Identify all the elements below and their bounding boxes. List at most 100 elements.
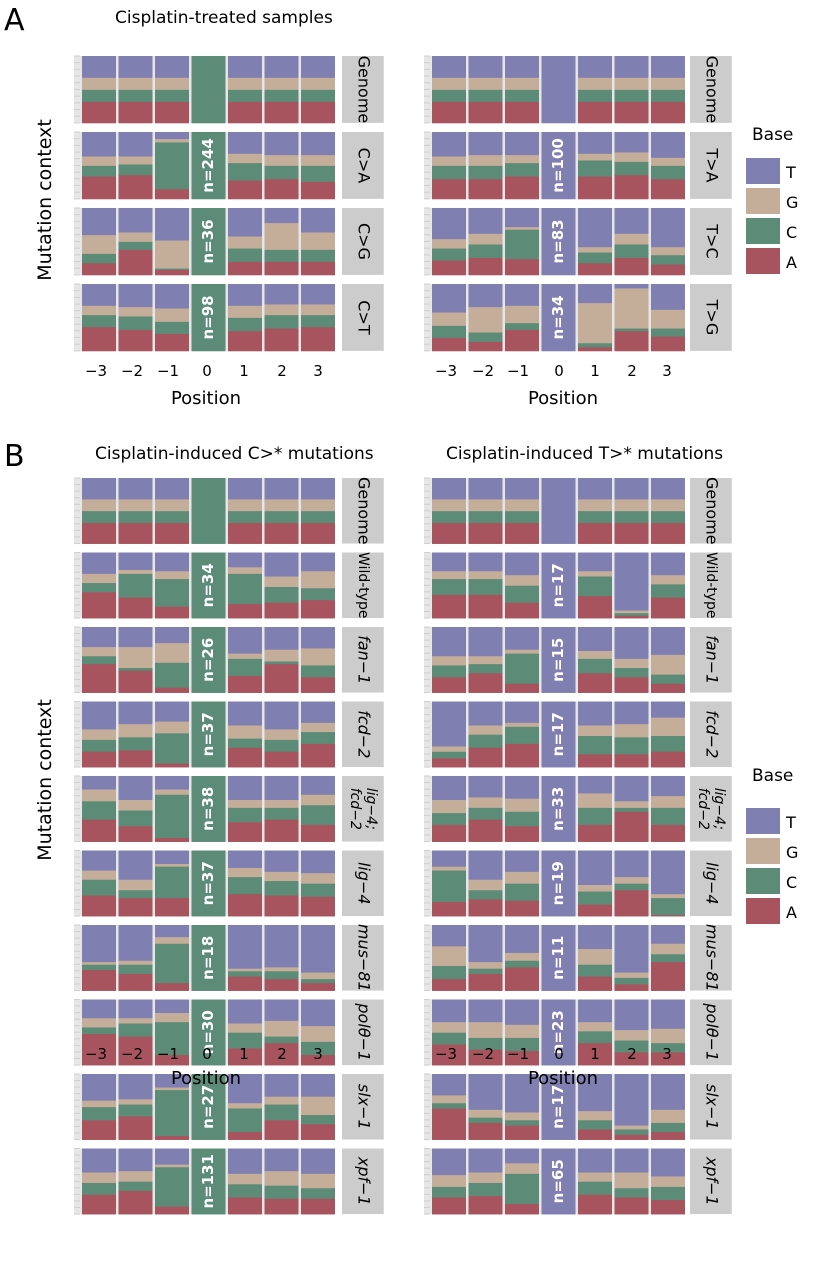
bar-segment-t <box>578 56 612 78</box>
bar-segment-t <box>432 208 466 240</box>
bar-segment-g <box>155 498 189 512</box>
bar-segment-g <box>651 309 685 329</box>
bar-segment-a <box>432 178 466 200</box>
bar-segment-t <box>614 284 649 289</box>
facet-count-label: n=34 <box>549 295 567 339</box>
legend-b-label-g: G <box>786 843 798 862</box>
bar-segment-c <box>651 1186 685 1201</box>
bar-segment-a <box>468 1195 503 1215</box>
bar-segment-c <box>468 1117 503 1123</box>
bar-segment-c <box>155 268 189 270</box>
bar-segment-g <box>432 156 466 166</box>
bar-segment-t <box>614 776 649 802</box>
bar-segment-t <box>432 1074 466 1096</box>
bar-segment-g <box>468 233 503 245</box>
bar-segment-a <box>578 262 612 276</box>
bar-segment-t <box>541 56 576 124</box>
bar-segment-c <box>191 1074 226 1140</box>
bar-segment-g <box>82 1100 116 1108</box>
bar-segment-g <box>578 302 612 344</box>
bar-segment-c <box>578 658 612 674</box>
bar-segment-a <box>228 1131 262 1140</box>
bar-segment-t <box>228 1074 262 1104</box>
x-tick-label: −3 <box>85 362 107 380</box>
bar-segment-t <box>541 776 576 842</box>
bar-segment-c <box>468 807 503 820</box>
bar-segment-c <box>578 510 612 523</box>
bar-segment-t <box>301 1148 335 1174</box>
bar-segment-t <box>541 132 576 200</box>
bar-segment-g <box>432 1174 466 1187</box>
bar-segment-t <box>505 850 539 872</box>
bar-segment-c <box>578 1119 612 1130</box>
bar-segment-c <box>468 578 503 595</box>
bar-segment-a <box>505 602 539 619</box>
bar-segment-g <box>505 154 539 164</box>
bar-segment-t <box>82 552 116 574</box>
bar-segment-g <box>505 722 539 727</box>
bar-segment-a <box>578 904 612 917</box>
facet-strip <box>690 552 732 619</box>
bar-segment-c <box>155 662 189 688</box>
bar-segment-t <box>651 132 685 158</box>
facet-strip <box>342 1148 384 1215</box>
facet-strip <box>342 552 384 619</box>
bar-segment-c <box>651 897 685 916</box>
facet-strip <box>342 284 384 351</box>
bar-segment-t <box>578 478 612 500</box>
bar-segment-t <box>468 999 503 1023</box>
bar-segment-a <box>505 176 539 200</box>
bar-segment-t <box>505 776 539 799</box>
bar-segment-a <box>614 330 649 352</box>
facet-strip <box>690 478 732 544</box>
bar-segment-c <box>578 964 612 977</box>
bar-segment-c <box>578 89 612 102</box>
bar-segment-c <box>191 56 226 124</box>
bar-segment-c <box>118 164 153 176</box>
x-tick-label: −1 <box>157 362 179 380</box>
bar-segment-g <box>155 308 189 322</box>
facet-strip-label: T>A <box>702 147 721 182</box>
bar-segment-c <box>432 1186 466 1198</box>
legend-b-label-t: T <box>785 813 796 832</box>
bar-segment-g <box>82 729 116 740</box>
bar-segment-c <box>228 738 262 748</box>
bar-segment-c <box>228 807 262 823</box>
bar-segment-a <box>505 258 539 276</box>
bar-segment-a <box>264 1198 299 1215</box>
bar-segment-t <box>468 776 503 798</box>
bar-segment-a <box>651 751 685 768</box>
bar-segment-c <box>82 1182 116 1195</box>
bar-segment-c <box>578 1030 612 1044</box>
bar-segment-c <box>301 249 335 262</box>
bar-segment-c <box>228 658 262 676</box>
facet-strip-label: slx−1 <box>702 1084 721 1130</box>
bar-segment-a <box>82 101 116 124</box>
bar-segment-a <box>432 901 466 917</box>
bar-segment-t <box>228 208 262 237</box>
bar-segment-t <box>155 999 189 1014</box>
bar-segment-g <box>468 306 503 333</box>
bar-segment-c <box>432 165 466 180</box>
bar-segment-g <box>264 729 299 740</box>
bar-segment-c <box>651 1122 685 1133</box>
bar-segment-c <box>82 800 116 820</box>
bar-segment-c <box>432 510 466 523</box>
facet-strip-label: fan−1 <box>702 635 721 684</box>
bar-segment-a <box>578 1129 612 1140</box>
bar-segment-g <box>651 157 685 166</box>
facet-count-label: n=36 <box>199 219 217 263</box>
bar-segment-t <box>614 56 649 78</box>
bar-segment-a <box>301 101 335 124</box>
bar-segment-a <box>118 973 153 991</box>
bar-segment-t <box>155 1074 189 1088</box>
bar-segment-a <box>228 522 262 544</box>
bar-segment-c <box>432 578 466 595</box>
bar-segment-c <box>82 582 116 593</box>
bar-segment-t <box>432 56 466 78</box>
bar-segment-g <box>651 574 685 585</box>
bar-segment-t <box>505 552 539 576</box>
bar-segment-t <box>264 701 299 730</box>
bar-segment-g <box>264 966 299 972</box>
bar-segment-a <box>651 178 685 200</box>
